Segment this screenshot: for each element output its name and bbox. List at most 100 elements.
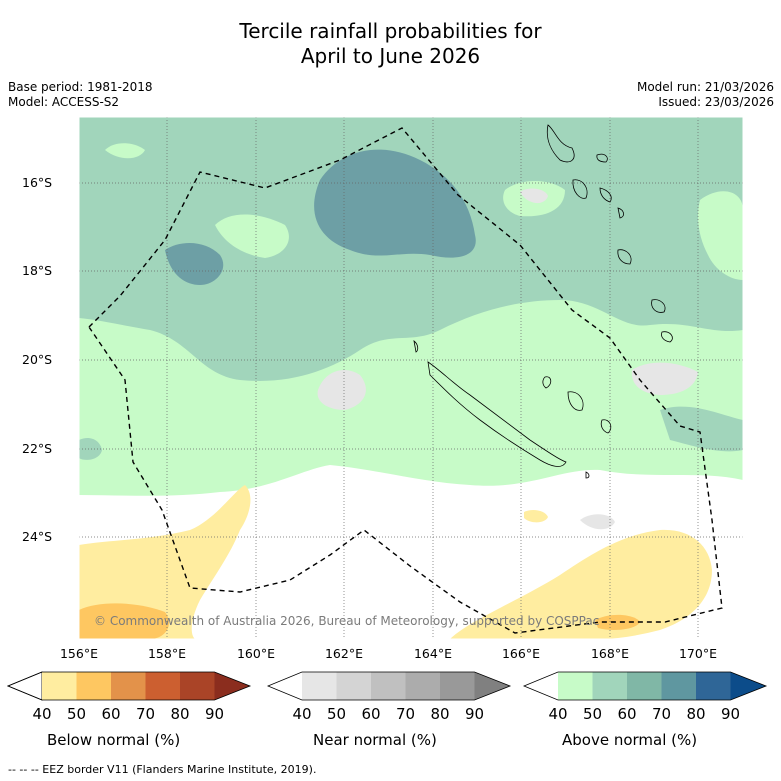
near-tick-60: 60 — [361, 705, 381, 723]
eez-footnote: -- -- -- EEZ border V11 (Flanders Marine… — [8, 763, 317, 776]
base-period-label: Base period: 1981-2018 — [8, 80, 153, 94]
coastline-small-isle-1 — [413, 340, 419, 353]
lat-tick-22: 22°S — [22, 441, 53, 456]
lon-tick-156: 156°E — [59, 646, 98, 661]
colorbar-near-outline — [266, 671, 512, 701]
colorbar-near-swatch-3 — [371, 672, 406, 700]
coastline-loyalty-island-2 — [567, 391, 584, 411]
above-tick-50: 50 — [582, 705, 603, 723]
lat-tick-24: 24°S — [22, 529, 53, 544]
probability-field — [79, 117, 743, 639]
lon-tick-162: 162°E — [324, 646, 363, 661]
colorbar-near-swatch-5 — [440, 672, 475, 700]
lon-tick-164: 164°E — [413, 646, 452, 661]
above-tick-70: 70 — [651, 705, 672, 723]
above-normal-label: Above normal (%) — [562, 731, 698, 749]
colorbar-above-swatch-1 — [558, 672, 593, 700]
above-50-hole-east — [697, 191, 743, 280]
coastline-vanuatu-8 — [661, 331, 673, 343]
near-tick-90: 90 — [464, 705, 485, 723]
near-normal-patch-4 — [520, 188, 548, 204]
colorbar-near — [266, 671, 512, 701]
lat-tick-16: 16°S — [22, 175, 53, 190]
coastline-vanuatu-6 — [617, 249, 632, 265]
above-70-west-region — [165, 243, 224, 285]
colorbar-below-right-arrow — [214, 672, 250, 700]
near-tick-50: 50 — [326, 705, 347, 723]
near-normal-label: Near normal (%) — [313, 731, 437, 749]
lon-tick-170: 170°E — [678, 646, 717, 661]
colorbar-below-swatch-2 — [76, 672, 111, 700]
below-tick-90: 90 — [204, 705, 225, 723]
colorbar-below-outline — [6, 671, 252, 701]
above-tick-60: 60 — [617, 705, 637, 723]
above-tick-90: 90 — [720, 705, 741, 723]
below-tick-80: 80 — [170, 705, 190, 723]
lon-tick-160: 160°E — [236, 646, 275, 661]
below-50-southwest-region — [79, 485, 251, 639]
lon-tick-158: 158°E — [147, 646, 186, 661]
near-normal-patch-2 — [631, 362, 698, 395]
colorbar-above-left-arrow — [524, 672, 558, 700]
map-title-line2: April to June 2026 — [300, 44, 481, 68]
coastline-new-caledonia — [427, 361, 567, 467]
coastline-vanuatu-5 — [617, 207, 624, 219]
coastline-vanuatu-3 — [572, 179, 588, 199]
colorbar-near-right-arrow — [474, 672, 510, 700]
below-normal-label: Below normal (%) — [47, 731, 181, 749]
eez-border — [88, 127, 723, 634]
colorbar-above-swatch-4 — [661, 672, 696, 700]
below-60-southwest-patch — [79, 603, 170, 639]
below-tick-40: 40 — [32, 705, 52, 723]
colorbar-below-swatch-3 — [111, 672, 146, 700]
colorbar-near-swatch-1 — [302, 672, 337, 700]
colorbar-near-swatch-2 — [336, 672, 371, 700]
above-tick-40: 40 — [548, 705, 568, 723]
coastlines — [413, 124, 673, 479]
model-run-label: Model run: 21/03/2026 — [636, 80, 774, 94]
below-tick-50: 50 — [66, 705, 87, 723]
coastline-vanuatu-4 — [599, 187, 612, 203]
lon-tick-166: 166°E — [501, 646, 540, 661]
info-right: Model run: 21/03/2026 Issued: 23/03/2026 — [637, 80, 774, 110]
lat-tick-20: 20°S — [22, 352, 53, 367]
near-normal-patch-1 — [317, 370, 366, 410]
below-tick-60: 60 — [101, 705, 121, 723]
above-50-hole-central — [215, 214, 289, 258]
colorbar-below-swatch-1 — [42, 672, 77, 700]
colorbar-near-left-arrow — [268, 672, 302, 700]
colorbar-above-swatch-2 — [592, 672, 627, 700]
coastline-vanuatu-7 — [651, 299, 666, 313]
colorbar-above-swatch-5 — [696, 672, 731, 700]
below-50-southeast-region — [450, 529, 712, 639]
colorbar-above — [522, 671, 768, 701]
below-50-small-patch — [524, 509, 548, 523]
issued-label: Issued: 23/03/2026 — [658, 95, 774, 109]
map-title: Tercile rainfall probabilities for April… — [0, 19, 781, 69]
near-normal-patch-3 — [580, 514, 615, 530]
info-left: Base period: 1981-2018 Model: ACCESS-S2 — [8, 80, 153, 110]
near-tick-40: 40 — [292, 705, 312, 723]
colorbar-near-swatch-4 — [405, 672, 440, 700]
map-frame — [78, 116, 744, 640]
lon-tick-168: 168°E — [590, 646, 629, 661]
lat-tick-18: 18°S — [22, 263, 53, 278]
colorbar-above-right-arrow — [730, 672, 766, 700]
above-60-east-patch — [660, 406, 743, 452]
model-label: Model: ACCESS-S2 — [8, 95, 120, 109]
colorbar-above-outline — [522, 671, 768, 701]
above-60-southwest-patch — [79, 438, 102, 460]
coastline-vanuatu-1 — [546, 124, 575, 163]
colorbar-below-swatch-4 — [145, 672, 180, 700]
above-tick-80: 80 — [686, 705, 706, 723]
colorbar-below-swatch-5 — [180, 672, 215, 700]
above-70-central-region — [314, 149, 476, 258]
near-tick-70: 70 — [395, 705, 416, 723]
colorbar-below — [6, 671, 252, 701]
map-title-line1: Tercile rainfall probabilities for — [239, 19, 542, 43]
below-tick-70: 70 — [135, 705, 156, 723]
below-60-southeast-patch — [595, 614, 640, 630]
above-50-hole-north — [105, 143, 145, 159]
coastline-loyalty-island-1 — [542, 376, 552, 389]
